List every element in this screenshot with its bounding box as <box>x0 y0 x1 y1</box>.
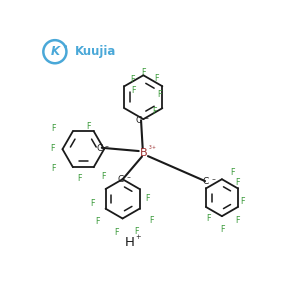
Text: F: F <box>114 228 118 237</box>
Text: F: F <box>95 217 99 226</box>
Text: F: F <box>149 216 154 225</box>
Text: H: H <box>124 236 134 249</box>
Text: $^{-}$: $^{-}$ <box>104 144 110 150</box>
Text: F: F <box>131 75 135 84</box>
Text: C: C <box>203 177 209 186</box>
Text: C: C <box>96 143 103 152</box>
Text: F: F <box>51 164 56 173</box>
Text: B: B <box>140 148 147 158</box>
Text: F: F <box>157 90 162 99</box>
Text: F: F <box>86 122 91 131</box>
Text: $^{-}$: $^{-}$ <box>144 116 149 122</box>
Text: F: F <box>235 216 240 225</box>
Text: F: F <box>153 107 157 116</box>
Text: F: F <box>154 74 158 83</box>
Text: F: F <box>241 197 245 206</box>
Text: $^{-}$: $^{-}$ <box>126 175 131 181</box>
Text: C: C <box>118 175 124 184</box>
Text: $^{3+}$: $^{3+}$ <box>148 144 158 151</box>
Text: K: K <box>50 45 59 58</box>
Text: C: C <box>136 116 142 125</box>
Text: F: F <box>50 144 55 153</box>
Text: $^{-}$: $^{-}$ <box>211 177 216 183</box>
Text: F: F <box>230 168 235 177</box>
Text: F: F <box>141 68 146 77</box>
Text: F: F <box>131 86 136 95</box>
Text: F: F <box>235 178 240 187</box>
Text: F: F <box>77 174 81 183</box>
Text: F: F <box>90 199 94 208</box>
Text: F: F <box>206 214 210 223</box>
Text: F: F <box>51 124 55 133</box>
Text: F: F <box>134 227 139 236</box>
Text: F: F <box>101 172 106 182</box>
Text: Kuujia: Kuujia <box>75 45 116 58</box>
Text: $^{+}$: $^{+}$ <box>135 234 142 244</box>
Text: F: F <box>145 194 149 203</box>
Text: F: F <box>220 225 224 234</box>
